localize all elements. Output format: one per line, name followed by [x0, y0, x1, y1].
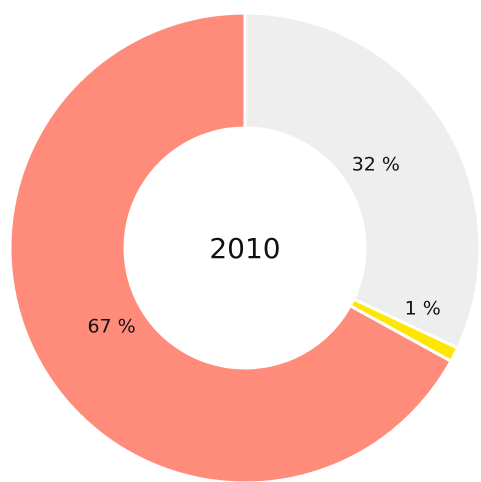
slice-label: 67 % — [87, 315, 135, 337]
slice — [243, 11, 481, 351]
slice-label: 1 % — [405, 298, 441, 320]
slice — [8, 11, 453, 482]
center-label: 2010 — [209, 232, 280, 265]
slice-label: 32 % — [352, 153, 400, 175]
